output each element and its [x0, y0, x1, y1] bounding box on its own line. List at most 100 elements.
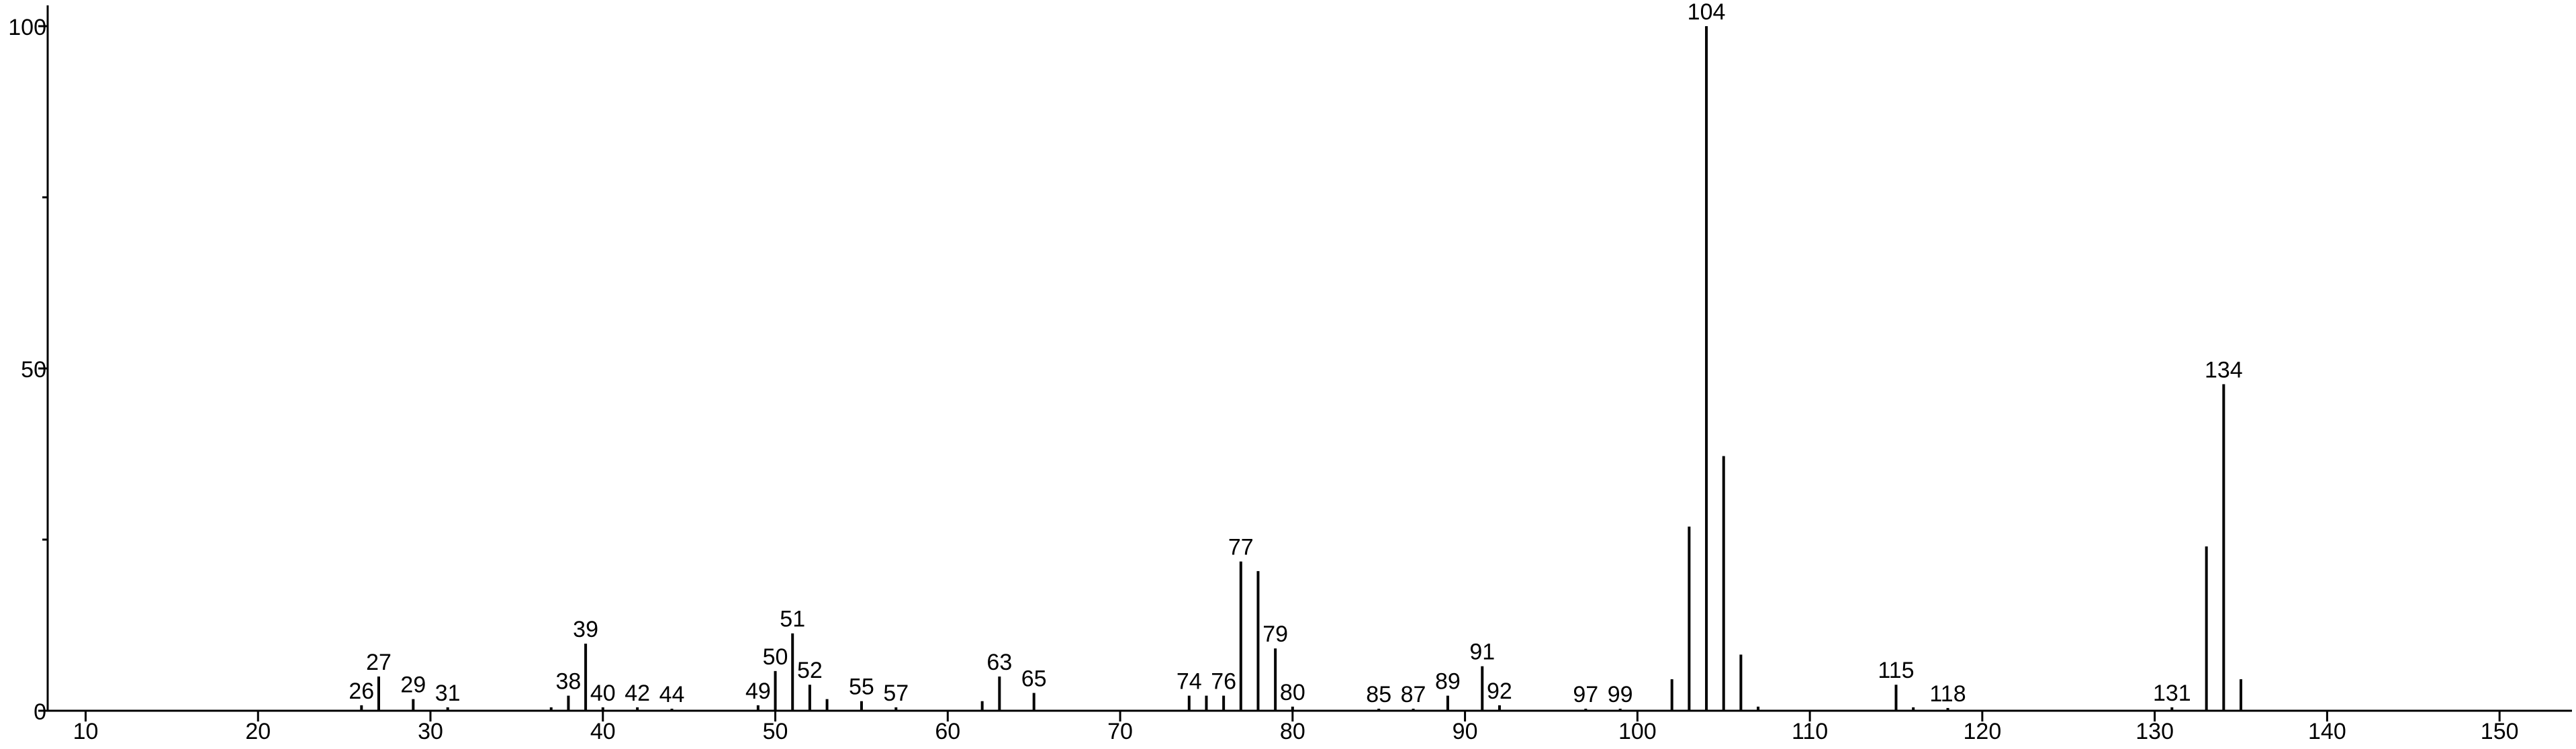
x-tick-label: 60	[935, 719, 960, 744]
peak	[1291, 706, 1294, 711]
peak-label: 27	[366, 650, 392, 675]
peak	[549, 707, 553, 711]
peak-label: 39	[573, 617, 598, 642]
peak	[1618, 708, 1622, 711]
x-tick-label: 30	[418, 719, 443, 744]
peak	[2170, 707, 2174, 711]
peak	[791, 633, 794, 711]
x-tick-label: 110	[1792, 719, 1828, 744]
peak-label: 89	[1435, 669, 1461, 695]
peak	[1688, 526, 1691, 711]
peak	[1377, 708, 1381, 711]
peak	[1670, 679, 1673, 711]
peak	[1705, 26, 1708, 711]
peak	[360, 705, 363, 711]
peak	[2240, 679, 2243, 711]
peak	[1481, 666, 1484, 711]
peak	[2205, 546, 2208, 711]
peak	[998, 677, 1001, 711]
peak	[446, 707, 449, 711]
peak-label: 99	[1608, 682, 1633, 707]
x-tick-label: 20	[245, 719, 271, 744]
peak-label: 87	[1401, 682, 1426, 707]
peak	[1256, 570, 1260, 711]
peak	[584, 644, 588, 711]
peak	[636, 707, 639, 711]
peak	[1757, 706, 1760, 711]
peak	[1739, 654, 1743, 711]
x-tick-label: 90	[1453, 719, 1478, 744]
peak-label: 42	[625, 681, 650, 706]
peak	[1239, 561, 1242, 711]
peak-label: 97	[1573, 682, 1598, 707]
peak	[1946, 707, 1949, 711]
y-tick-label: 0	[34, 699, 46, 725]
peak-label: 57	[883, 681, 909, 706]
y-tick-label: 100	[8, 15, 46, 40]
peak	[774, 670, 777, 711]
peak	[1584, 708, 1588, 711]
peak-label: 118	[1929, 681, 1966, 707]
peak-label: 74	[1177, 669, 1202, 695]
peak-label: 38	[556, 669, 582, 695]
peak-label: 26	[349, 679, 374, 704]
peak	[601, 707, 604, 711]
peak-label: 131	[2153, 681, 2191, 706]
peak	[1222, 695, 1226, 711]
peak	[825, 699, 829, 711]
peak	[894, 707, 898, 711]
peak-label: 31	[435, 681, 461, 706]
peak-label: 115	[1878, 658, 1914, 683]
peak	[1032, 693, 1036, 711]
peak-label: 80	[1280, 680, 1305, 705]
peak	[377, 677, 380, 711]
peak-label: 65	[1021, 666, 1047, 691]
x-tick-label: 140	[2308, 719, 2346, 744]
peak-label: 92	[1487, 679, 1512, 704]
peak	[808, 685, 811, 711]
peak	[1205, 695, 1208, 711]
peak-label: 50	[763, 644, 788, 670]
peak-label: 85	[1366, 682, 1391, 707]
peak	[670, 708, 674, 711]
peak	[1412, 708, 1415, 711]
peak-label: 134	[2205, 357, 2243, 383]
peak	[860, 701, 863, 711]
peak	[1446, 695, 1449, 711]
peak-label: 79	[1262, 621, 1288, 647]
x-tick-label: 80	[1280, 719, 1305, 744]
peak	[980, 701, 984, 711]
y-tick-label: 50	[21, 357, 46, 383]
x-tick-label: 120	[1964, 719, 2002, 744]
peak-label: 49	[745, 679, 771, 704]
peak-label: 40	[590, 681, 616, 706]
peak	[1187, 695, 1191, 711]
x-tick-label: 130	[2135, 719, 2174, 744]
x-tick-label: 40	[590, 719, 616, 744]
peak-label: 29	[400, 672, 426, 698]
peak	[1274, 648, 1277, 711]
x-tick-label: 10	[73, 719, 99, 744]
peak-label: 91	[1469, 640, 1495, 665]
peak	[2222, 384, 2225, 711]
peak-label: 44	[659, 682, 685, 707]
peak	[1912, 707, 1915, 711]
peak-label: 104	[1688, 0, 1726, 25]
peak-label: 55	[849, 675, 874, 700]
peak-label: 77	[1228, 535, 1254, 560]
peak	[567, 695, 570, 711]
peak-label: 76	[1211, 669, 1236, 695]
x-tick-label: 70	[1107, 719, 1133, 744]
peak	[1498, 705, 1501, 711]
peak-label: 52	[797, 658, 823, 683]
peak	[1722, 456, 1725, 711]
peak	[1894, 685, 1898, 711]
x-tick-label: 150	[2481, 719, 2519, 744]
x-tick-label: 50	[763, 719, 788, 744]
peak	[756, 705, 760, 711]
peak-label: 63	[986, 650, 1012, 675]
peak-label: 51	[780, 607, 805, 632]
peak	[412, 699, 415, 711]
x-tick-label: 100	[1618, 719, 1657, 744]
